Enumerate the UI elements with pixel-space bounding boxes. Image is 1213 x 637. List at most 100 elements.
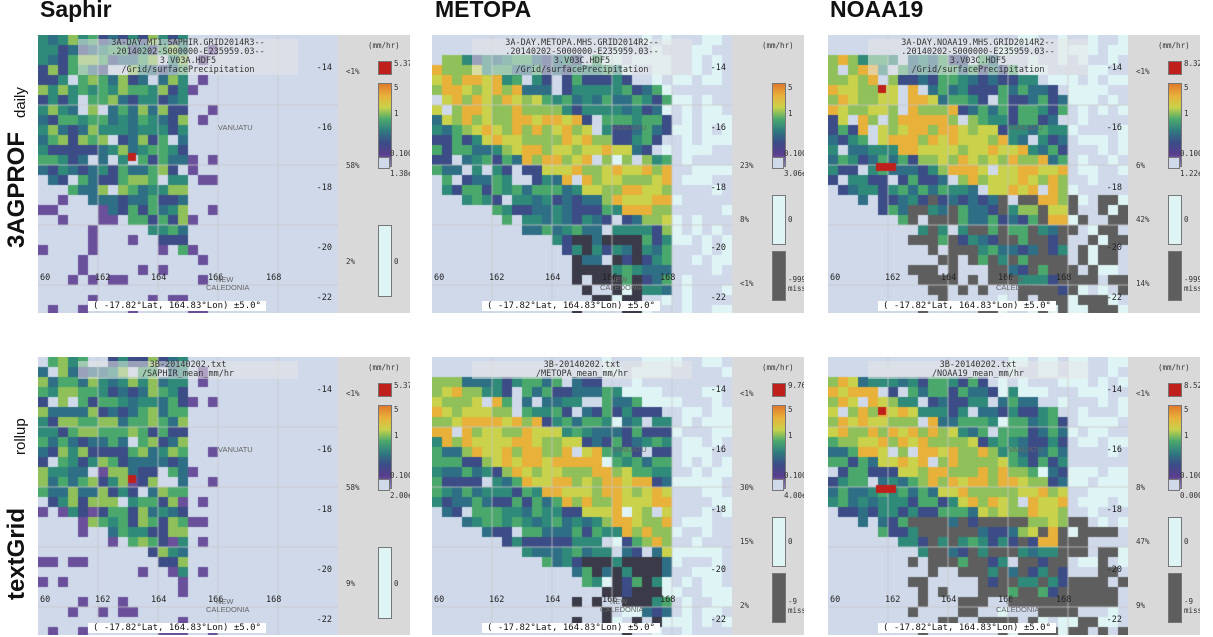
legend-low-value: 1.22e-08: [1180, 169, 1200, 178]
legend-zero-pct: 47%: [1136, 537, 1150, 546]
lat-tick: -22: [316, 293, 332, 303]
legend-low-pct: 23%: [740, 161, 754, 170]
lon-tick: 166: [208, 273, 224, 283]
lat-tick: -16: [316, 123, 332, 133]
color-legend: (mm/hr) <1% 8.52270 5 1 0.10000 8% 0.000…: [1128, 357, 1200, 635]
lat-tick: -14: [1106, 385, 1122, 395]
legend-zero-swatch: [1168, 195, 1182, 245]
precip-map: 3A-DAY.NOAA19.MHS.GRID2014R2-- .20140202-…: [828, 35, 1128, 313]
legend-tick-mid: 1: [788, 431, 793, 440]
lon-tick: 162: [95, 273, 111, 283]
legend-zero-swatch: [1168, 517, 1182, 567]
color-legend: (mm/hr) 5 1 0.10000 23% 3.06e-10 8% 0 <1…: [732, 35, 804, 313]
legend-zero-value: 0: [1184, 215, 1189, 224]
legend-top-pct: <1%: [1136, 389, 1150, 398]
legend-low-pct: 6%: [1136, 161, 1146, 170]
legend-tick-low: 0.10000: [784, 149, 804, 158]
map-panel-3agprof-noaa19: 3A-DAY.NOAA19.MHS.GRID2014R2-- .20140202-…: [828, 35, 1200, 313]
unit-label: (mm/hr): [1158, 363, 1190, 372]
legend-zero-value: 0: [394, 579, 399, 588]
lat-tick: -16: [710, 123, 726, 133]
precip-grid: [38, 357, 338, 635]
legend-low-value: 3.06e-10: [784, 169, 804, 178]
legend-missing-swatch: [1168, 251, 1182, 301]
lon-tick: 162: [489, 273, 505, 283]
lon-tick: 164: [941, 273, 957, 283]
map-panel-textgrid-saphir: 3B-20140202.txt/SAPHIR_mean_mm/hr -14 -16…: [38, 357, 410, 635]
lon-tick: 164: [151, 273, 167, 283]
map-panel-3agprof-metopa: 3A-DAY.METOPA.MHS.GRID2014R2-- .20140202-…: [432, 35, 804, 313]
map-header-line: 3B-20140202.txt: [939, 360, 1017, 370]
map-header-line: /METOPA_mean_mm/hr: [535, 369, 629, 379]
lat-tick: -18: [316, 505, 332, 515]
legend-low-value: 1.38e-06: [390, 169, 410, 178]
legend-missing-pct: 14%: [1136, 279, 1150, 288]
legend-low-swatch: [772, 157, 784, 169]
lon-tick: 164: [151, 595, 167, 605]
color-legend: (mm/hr) <1% 9.76332 5 1 0.10000 30% 4.00…: [732, 357, 804, 635]
legend-missing-label: missing: [788, 606, 804, 615]
legend-zero-pct: 42%: [1136, 215, 1150, 224]
coordinate-readout: ( -17.82°Lat, 164.83°Lon) ±5.0°: [878, 301, 1056, 311]
lon-tick: 168: [266, 595, 282, 605]
lon-tick: 168: [1056, 273, 1072, 283]
lon-tick: 166: [208, 595, 224, 605]
column-title-saphir: Saphir: [40, 0, 112, 22]
legend-zero-pct: 8%: [740, 215, 750, 224]
map-header-line: 3A-DAY.NOAA19.MHS.GRID2014R2--: [901, 38, 1055, 48]
lat-tick: -20: [1106, 243, 1122, 253]
place-vanuatu: VANUATU: [1008, 123, 1043, 132]
lat-tick: -20: [710, 243, 726, 253]
place-vanuatu: VANUATU: [218, 123, 253, 132]
legend-tick-high: 5: [394, 83, 399, 92]
lat-tick: -18: [1106, 183, 1122, 193]
legend-tick-mid: 1: [788, 109, 793, 118]
lon-tick: 166: [998, 273, 1014, 283]
precip-map: 3A-DAY.MT1.SAPHIR.GRID2014R3-- .20140202-…: [38, 35, 338, 313]
legend-missing-pct: <1%: [740, 279, 754, 288]
place-caledonia: CALEDONIA: [206, 283, 250, 292]
coordinate-readout: ( -17.82°Lat, 164.83°Lon) ±5.0°: [88, 623, 266, 633]
lat-tick: -20: [1106, 565, 1122, 575]
place-vanuatu: VANUATU: [612, 445, 647, 454]
precip-grid: [828, 357, 1128, 635]
map-panel-textgrid-noaa19: 3B-20140202.txt/NOAA19_mean_mm/hr -14 -16…: [828, 357, 1200, 635]
legend-tick-mid: 1: [1184, 431, 1189, 440]
color-legend: (mm/hr) <1% 8.32972 5 1 0.10000 6% 1.22e…: [1128, 35, 1200, 313]
legend-zero-pct: 15%: [740, 537, 754, 546]
precip-grid: [828, 35, 1128, 313]
legend-missing-swatch: [1168, 573, 1182, 623]
lat-tick: -14: [710, 385, 726, 395]
legend-zero-swatch: [378, 547, 392, 619]
color-legend: (mm/hr) <1% 5.37901 5 1 0.10000 58% 2.00…: [338, 357, 410, 635]
map-header-line: /SAPHIR_mean_mm/hr: [141, 369, 235, 379]
place-new: NEW: [1006, 597, 1024, 606]
lat-tick: -14: [1106, 63, 1122, 73]
legend-missing-value: -9: [788, 597, 798, 606]
legend-missing-value: -9999.9: [788, 275, 804, 284]
legend-tick-high: 5: [394, 405, 399, 414]
legend-top-pct: <1%: [346, 389, 360, 398]
legend-tick-low: 0.10000: [390, 149, 410, 158]
legend-tick-high: 5: [1184, 405, 1189, 414]
unit-label: (mm/hr): [368, 363, 400, 372]
map-header-line: 3.V03C.HDF5: [949, 56, 1007, 66]
legend-max-swatch: [378, 383, 392, 397]
legend-missing-label: missing: [788, 284, 804, 293]
map-header-line: /Grid/surfacePrecipitation: [911, 65, 1045, 75]
row-label-daily: daily: [12, 87, 29, 118]
lon-tick: 164: [941, 595, 957, 605]
lon-tick: 60: [40, 273, 51, 283]
lon-tick: 60: [830, 273, 841, 283]
row-label-rollup: rollup: [12, 418, 29, 455]
map-header-line: 3.V03A.HDF5: [159, 56, 217, 66]
legend-missing-pct: 9%: [1136, 601, 1146, 610]
map-header-line: /Grid/surfacePrecipitation: [121, 65, 255, 75]
legend-tick-high: 5: [1184, 83, 1189, 92]
legend-tick-mid: 1: [1184, 109, 1189, 118]
lon-tick: 166: [602, 595, 618, 605]
map-header-line: 3.V03C.HDF5: [553, 56, 611, 66]
row-label-textgrid: textGrid: [3, 507, 30, 600]
place-caledonia: CALEDONIA: [600, 283, 644, 292]
legend-missing-value: -9: [1184, 597, 1194, 606]
